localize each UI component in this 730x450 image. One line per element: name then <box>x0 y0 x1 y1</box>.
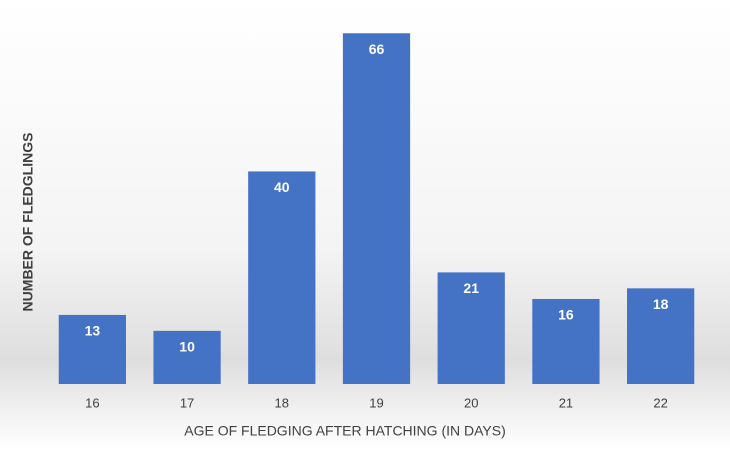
value-label: 13 <box>85 323 101 339</box>
x-tick-label: 16 <box>85 395 99 410</box>
x-tick-label: 17 <box>180 395 194 410</box>
bar <box>153 330 221 384</box>
y-axis-title: NUMBER OF FLEDGLINGS <box>20 133 36 312</box>
bar <box>627 288 695 384</box>
x-axis-title: AGE OF FLEDGING AFTER HATCHING (IN DAYS) <box>184 423 506 439</box>
x-tick-label: 19 <box>369 395 383 410</box>
value-label: 66 <box>369 41 385 57</box>
value-label: 10 <box>179 339 195 355</box>
bar <box>342 33 411 384</box>
bar <box>532 298 600 384</box>
x-tick-label: 21 <box>559 395 573 410</box>
bar <box>248 171 316 384</box>
value-label: 18 <box>653 296 669 312</box>
bar <box>58 314 126 384</box>
x-tick-label: 18 <box>275 395 289 410</box>
value-label: 21 <box>463 280 479 296</box>
bar <box>437 272 505 384</box>
value-label: 40 <box>274 179 290 195</box>
x-tick-label: 22 <box>653 395 667 410</box>
value-label: 16 <box>558 307 574 323</box>
x-tick-label: 20 <box>464 395 478 410</box>
